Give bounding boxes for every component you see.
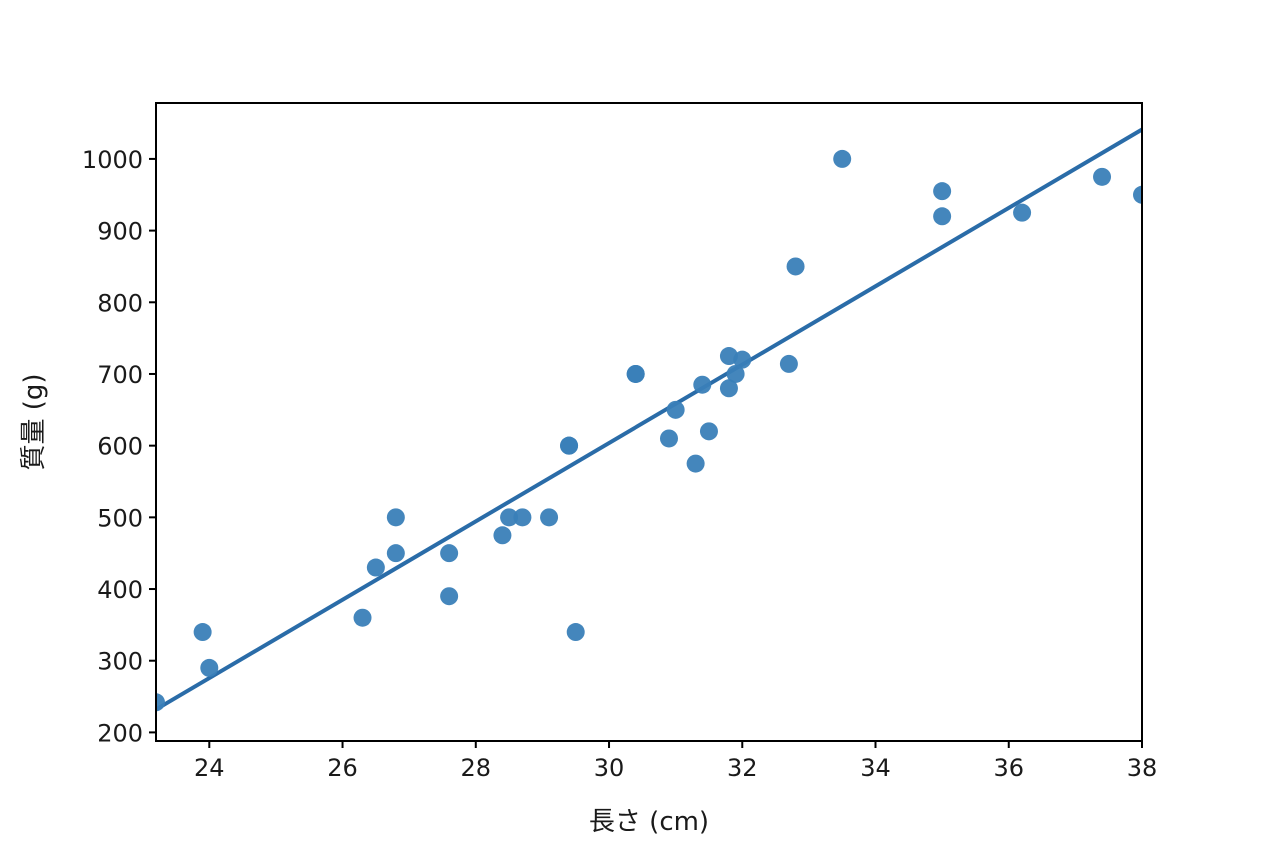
data-point [353, 608, 372, 627]
data-point [540, 508, 559, 527]
x-axis: 24 26 28 30 32 34 36 38 [194, 741, 1157, 782]
y-tick-label: 1000 [82, 146, 143, 174]
data-point [560, 436, 579, 455]
data-point [500, 508, 519, 527]
data-point [933, 182, 952, 201]
y-tick-label: 800 [97, 289, 143, 317]
x-tick-label: 26 [327, 754, 358, 782]
y-tick-label: 500 [97, 504, 143, 532]
data-point [200, 658, 219, 677]
y-axis-label: 質量 (g) [19, 373, 49, 470]
data-point [193, 623, 212, 642]
y-tick-label: 200 [97, 719, 143, 747]
data-point [786, 257, 805, 276]
x-tick-label: 30 [594, 754, 625, 782]
data-point [156, 693, 165, 712]
x-tick-label: 34 [860, 754, 891, 782]
y-tick-label: 400 [97, 576, 143, 604]
x-tick-label: 24 [194, 754, 225, 782]
data-point [659, 429, 678, 448]
y-tick-label: 600 [97, 433, 143, 461]
data-point [833, 149, 852, 168]
data-point [719, 379, 738, 398]
regression-line [156, 127, 1142, 712]
data-point [933, 207, 952, 226]
x-axis-label: 長さ (cm) [589, 807, 709, 837]
data-point [686, 454, 705, 473]
data-point [440, 544, 459, 563]
plot-frame [155, 102, 1143, 742]
data-point [733, 350, 752, 369]
x-tick-label: 28 [461, 754, 492, 782]
data-point [1013, 203, 1032, 222]
data-point [513, 508, 532, 527]
y-axis: 200 300 400 500 600 700 800 900 1000 [82, 146, 156, 747]
data-point [566, 623, 585, 642]
y-tick-label: 900 [97, 218, 143, 246]
data-point [626, 364, 645, 383]
x-tick-label: 36 [993, 754, 1024, 782]
data-point [693, 375, 712, 394]
data-point [699, 422, 718, 441]
data-point [726, 364, 745, 383]
y-tick-label: 300 [97, 648, 143, 676]
x-tick-label: 38 [1127, 754, 1158, 782]
data-point [666, 400, 685, 419]
data-point [440, 587, 459, 606]
data-point [1133, 185, 1142, 204]
data-point [386, 544, 405, 563]
data-point [779, 354, 798, 373]
plot-content [156, 127, 1142, 712]
data-point [493, 526, 512, 545]
x-tick-label: 32 [727, 754, 758, 782]
data-point [366, 558, 385, 577]
y-tick-label: 700 [97, 361, 143, 389]
data-point [1093, 167, 1112, 186]
data-point [386, 508, 405, 527]
